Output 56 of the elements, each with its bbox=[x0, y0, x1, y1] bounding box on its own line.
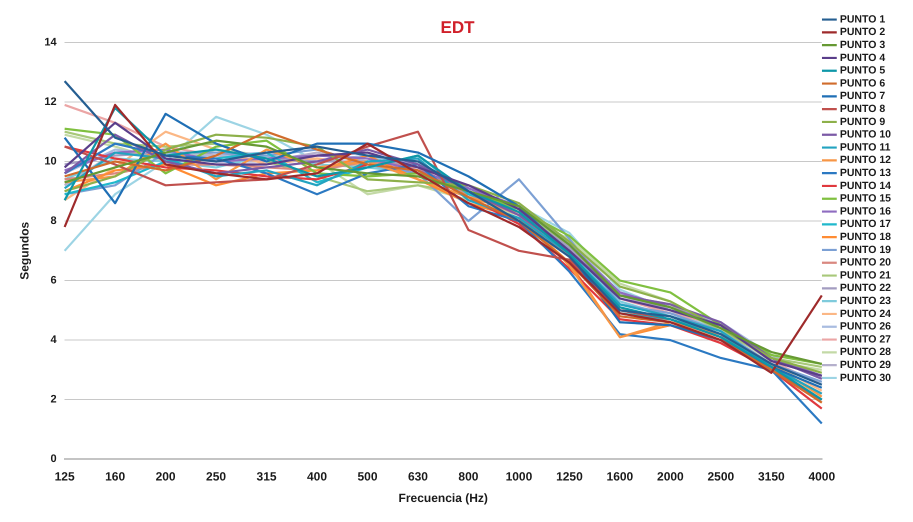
x-tick-label: 2500 bbox=[707, 470, 735, 484]
legend-label: PUNTO 18 bbox=[840, 231, 892, 244]
y-tick-label: 10 bbox=[44, 156, 57, 168]
x-tick-label: 3150 bbox=[758, 470, 785, 484]
y-tick-label: 0 bbox=[50, 453, 57, 466]
y-tick-label: 6 bbox=[50, 274, 57, 287]
legend-label: PUNTO 5 bbox=[840, 64, 886, 77]
legend-label: PUNTO 1 bbox=[840, 13, 886, 26]
x-tick-label: 160 bbox=[105, 470, 126, 484]
legend-label: PUNTO 6 bbox=[840, 77, 886, 90]
legend-label: PUNTO 28 bbox=[840, 346, 892, 358]
legend-label: PUNTO 4 bbox=[840, 52, 886, 64]
x-tick-label: 200 bbox=[156, 470, 176, 484]
legend-label: PUNTO 22 bbox=[840, 282, 892, 294]
legend-label: PUNTO 27 bbox=[840, 333, 892, 346]
x-tick-label: 315 bbox=[256, 470, 277, 484]
x-tick-label: 1250 bbox=[556, 470, 584, 484]
legend-label: PUNTO 14 bbox=[840, 180, 892, 192]
legend-label: PUNTO 15 bbox=[840, 192, 892, 205]
legend-label: PUNTO 23 bbox=[840, 295, 892, 308]
legend-label: PUNTO 24 bbox=[840, 308, 892, 320]
x-tick-label: 2000 bbox=[657, 470, 684, 484]
legend-label: PUNTO 30 bbox=[840, 372, 892, 384]
x-tick-label: 400 bbox=[307, 470, 328, 484]
x-tick-label: 1000 bbox=[506, 470, 533, 484]
chart-title: EDT bbox=[440, 18, 476, 37]
legend-label: PUNTO 20 bbox=[840, 256, 892, 269]
x-axis-title: Frecuencia (Hz) bbox=[398, 491, 488, 506]
x-tick-label: 1600 bbox=[606, 470, 634, 484]
legend-label: PUNTO 11 bbox=[840, 141, 891, 154]
legend-label: PUNTO 21 bbox=[840, 269, 892, 282]
legend-label: PUNTO 8 bbox=[840, 103, 886, 116]
y-tick-label: 8 bbox=[50, 215, 57, 228]
legend-label: PUNTO 12 bbox=[840, 154, 892, 166]
x-tick-label: 4000 bbox=[808, 470, 836, 484]
y-axis-title: Segundos bbox=[18, 221, 32, 280]
y-tick-label: 2 bbox=[50, 394, 57, 406]
x-tick-label: 250 bbox=[206, 470, 226, 484]
legend-label: PUNTO 3 bbox=[840, 39, 886, 52]
legend-label: PUNTO 7 bbox=[840, 90, 886, 102]
legend-label: PUNTO 17 bbox=[840, 218, 892, 230]
legend-label: PUNTO 29 bbox=[840, 359, 892, 372]
legend-label: PUNTO 9 bbox=[840, 116, 886, 128]
legend-label: PUNTO 10 bbox=[840, 128, 892, 141]
legend-label: PUNTO 26 bbox=[840, 320, 892, 333]
legend-label: PUNTO 19 bbox=[840, 244, 892, 256]
legend-label: PUNTO 13 bbox=[840, 167, 892, 180]
x-tick-label: 800 bbox=[458, 470, 479, 484]
legend-label: PUNTO 16 bbox=[840, 205, 892, 218]
legend-label: PUNTO 2 bbox=[840, 26, 886, 38]
x-tick-label: 125 bbox=[54, 470, 75, 484]
y-tick-label: 4 bbox=[50, 334, 58, 346]
x-tick-label: 500 bbox=[357, 470, 378, 484]
y-tick-label: 14 bbox=[44, 36, 58, 48]
x-tick-label: 630 bbox=[408, 470, 428, 484]
y-tick-label: 12 bbox=[44, 96, 57, 108]
